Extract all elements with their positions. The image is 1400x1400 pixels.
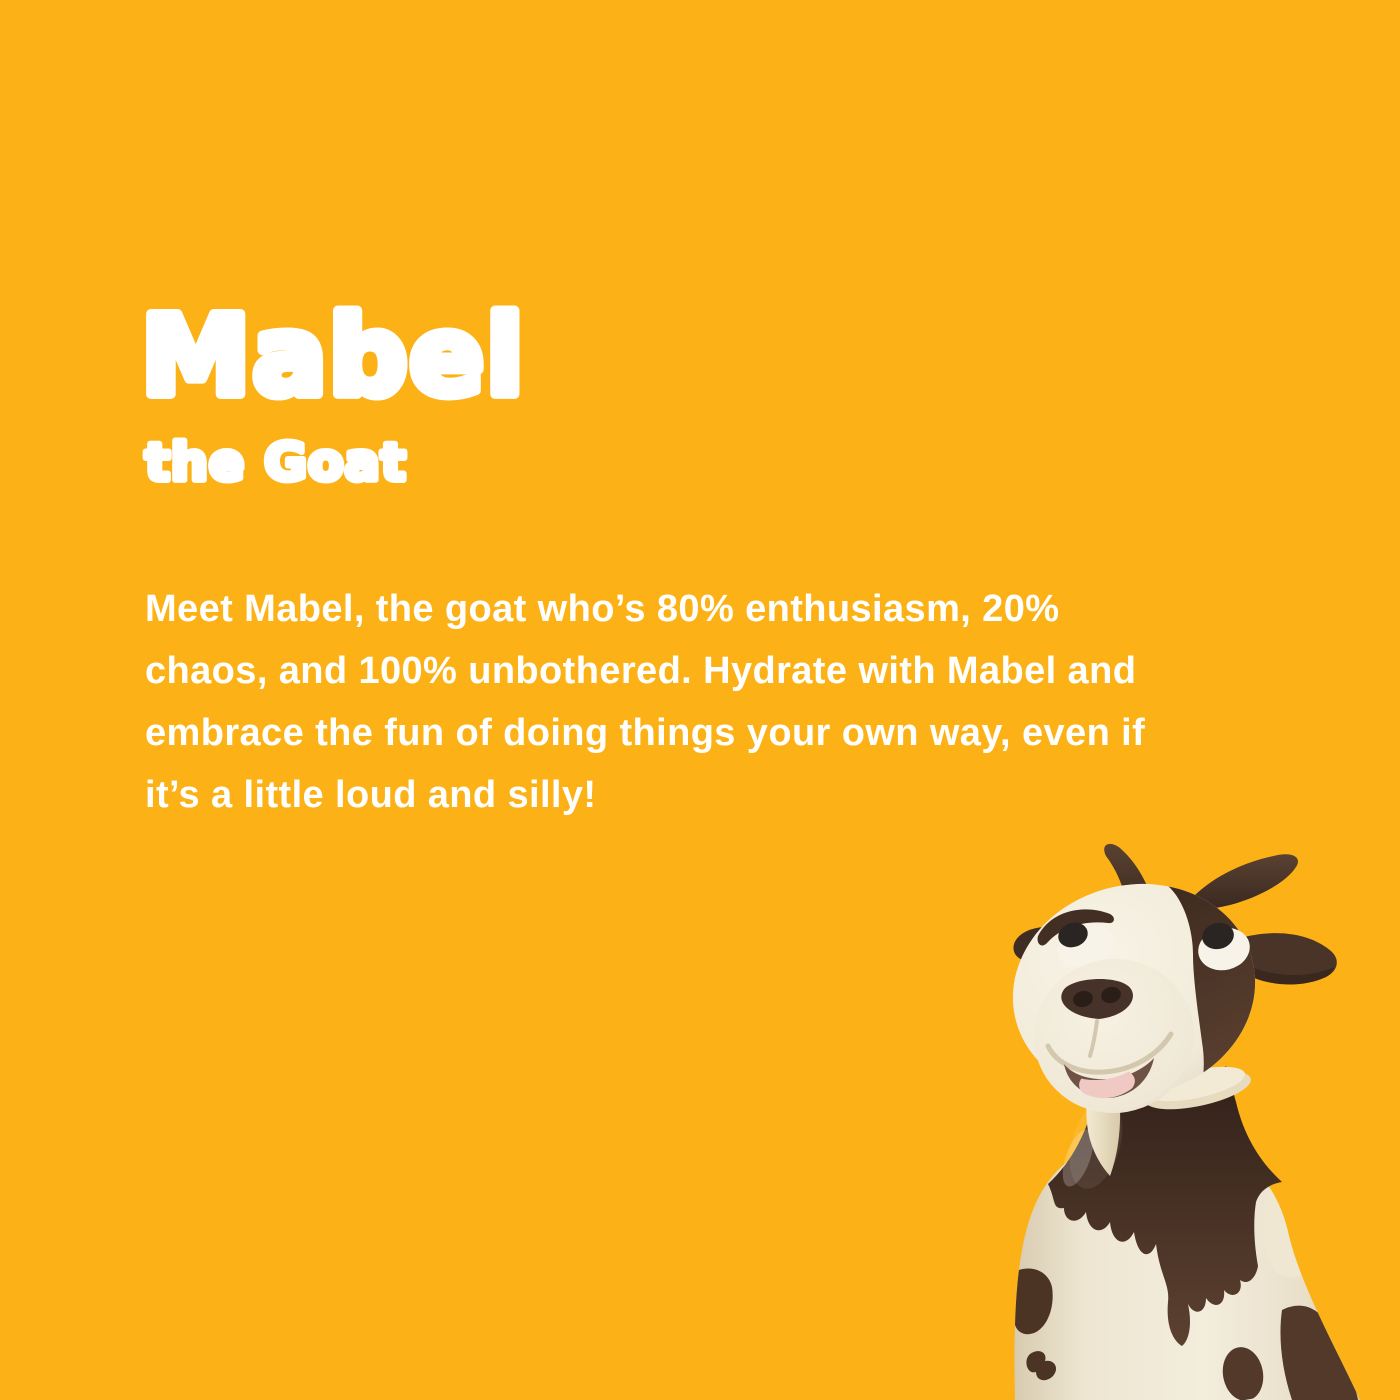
- coat-patch-corner: [1280, 1305, 1358, 1400]
- right-eye: [1198, 922, 1250, 971]
- neck-gloss: [1062, 1129, 1094, 1187]
- left-pupil: [1058, 922, 1088, 948]
- description-text: Meet Mabel, the goat who’s 80% enthusias…: [145, 588, 1146, 816]
- philtrum: [1088, 1019, 1099, 1058]
- right-ear: [1240, 933, 1337, 985]
- page-title: Mabel: [141, 298, 526, 420]
- page-subtitle: the Goat: [145, 433, 407, 493]
- coat-patch-small: [1026, 1351, 1057, 1381]
- smile-crease: [1045, 1031, 1174, 1075]
- collar: [1145, 1066, 1251, 1110]
- left-eye: [1057, 922, 1115, 968]
- left-nostril: [1073, 990, 1093, 1008]
- coat-patch-left: [1014, 1268, 1053, 1335]
- goat-bottle-illustration: [1012, 843, 1360, 1400]
- title-lockup: Mabel the Goat: [141, 298, 529, 496]
- muzzle: [1034, 958, 1194, 1114]
- right-pupil: [1202, 922, 1234, 950]
- right-nostril: [1101, 986, 1121, 1004]
- right-horn: [1188, 854, 1298, 910]
- coat-patch-oval: [1222, 1347, 1264, 1400]
- eyebrow-patch: [1037, 909, 1114, 946]
